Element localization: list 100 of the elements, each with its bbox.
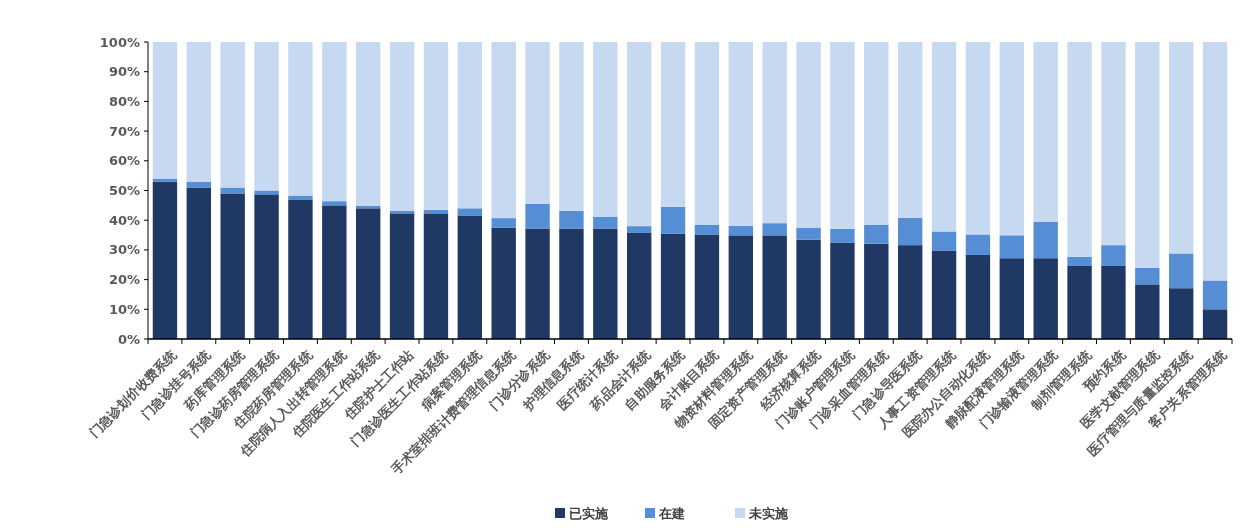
bar — [762, 223, 787, 236]
bar — [355, 208, 381, 339]
bar — [1067, 42, 1092, 257]
bar — [389, 213, 415, 339]
bar — [660, 42, 686, 207]
bar — [491, 227, 516, 339]
bar — [1033, 42, 1058, 222]
bar — [999, 42, 1025, 236]
bar — [593, 42, 618, 217]
bar — [152, 181, 178, 339]
bar — [897, 217, 923, 246]
bar — [864, 224, 889, 244]
bar — [322, 205, 347, 339]
bar — [830, 42, 855, 229]
bar — [965, 234, 991, 255]
y-tick-label: 20% — [108, 272, 140, 288]
bar — [288, 42, 313, 196]
bar — [864, 42, 889, 225]
bar — [457, 42, 483, 209]
bar — [660, 233, 686, 339]
y-tick-label: 70% — [108, 123, 140, 139]
bar — [254, 42, 279, 191]
bar — [897, 42, 923, 218]
bar — [559, 210, 584, 229]
bar — [796, 227, 821, 240]
bar — [999, 235, 1025, 259]
bar — [186, 181, 212, 188]
bar — [1168, 253, 1194, 289]
bar — [423, 213, 449, 339]
bar — [559, 228, 584, 339]
bar — [593, 216, 618, 229]
bar — [762, 235, 787, 339]
bar — [728, 235, 754, 339]
legend-label: 在建 — [658, 506, 685, 521]
bar — [1202, 42, 1228, 281]
bar — [1101, 265, 1126, 339]
bar — [525, 203, 550, 229]
bar — [457, 208, 483, 216]
bar — [999, 258, 1025, 339]
bar — [965, 254, 991, 339]
bar — [1135, 284, 1160, 339]
bar — [254, 194, 279, 339]
bar — [152, 42, 178, 179]
bar — [728, 42, 754, 226]
bar — [186, 187, 212, 339]
bar — [525, 42, 550, 204]
y-tick-label: 10% — [108, 301, 140, 317]
bar — [931, 250, 957, 339]
bar — [322, 201, 347, 206]
legend-label: 已实施 — [569, 506, 609, 521]
bar — [694, 224, 720, 235]
bar — [1168, 288, 1194, 339]
bar — [423, 42, 449, 210]
bar — [694, 42, 720, 225]
bar — [626, 42, 652, 227]
bar — [1033, 221, 1058, 259]
y-tick-label: 90% — [108, 64, 140, 80]
bar — [864, 243, 889, 339]
bar — [1202, 309, 1228, 339]
bar — [491, 218, 516, 228]
bar — [1033, 258, 1058, 339]
bar — [728, 225, 754, 236]
y-tick-label: 50% — [108, 183, 140, 198]
bar — [660, 206, 686, 234]
bar — [1101, 42, 1126, 246]
bar — [220, 193, 245, 339]
bar — [559, 42, 584, 211]
bar — [525, 228, 550, 339]
y-tick-label: 60% — [108, 153, 140, 169]
bar — [626, 232, 652, 339]
bar — [762, 42, 787, 224]
y-tick-label: 0% — [117, 331, 140, 347]
bar — [220, 42, 245, 188]
bar — [288, 195, 313, 200]
bar — [1202, 280, 1228, 310]
bar — [897, 245, 923, 339]
bar — [389, 42, 415, 211]
bar — [186, 42, 212, 182]
legend-label: 未实施 — [748, 506, 789, 521]
bar — [830, 228, 855, 243]
bar — [626, 226, 652, 233]
bar — [322, 42, 347, 202]
bar — [457, 215, 483, 339]
y-tick-label: 100% — [99, 34, 140, 50]
bar — [1067, 256, 1092, 266]
bar — [965, 42, 991, 235]
bar — [1135, 42, 1160, 268]
bar — [1067, 265, 1092, 339]
y-tick-label: 80% — [108, 93, 140, 109]
bar — [1168, 42, 1194, 254]
y-tick-label: 30% — [108, 242, 140, 258]
bar — [1101, 245, 1126, 266]
bar — [491, 42, 516, 219]
bar — [796, 239, 821, 339]
y-tick-label: 40% — [108, 212, 140, 228]
bar — [1135, 267, 1160, 285]
bar — [830, 242, 855, 339]
bar — [796, 42, 821, 228]
bar — [152, 178, 178, 182]
bar — [593, 228, 618, 339]
